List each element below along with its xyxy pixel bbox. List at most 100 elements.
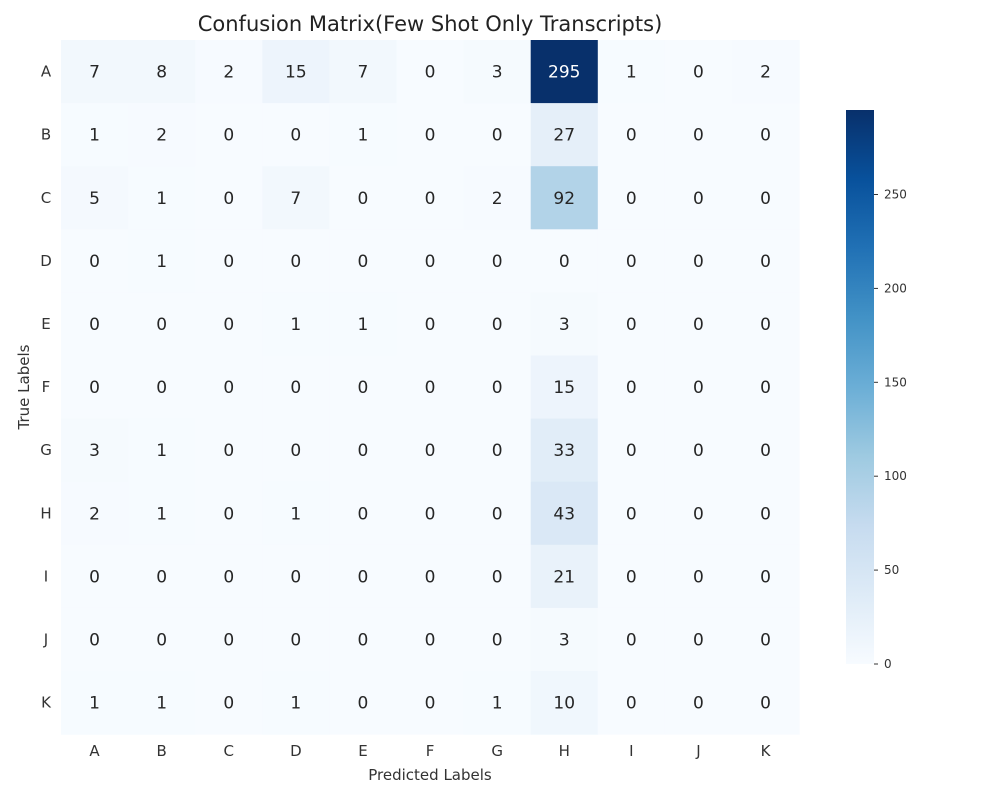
heatmap-cell bbox=[530, 166, 599, 230]
cell-value-label: 1 bbox=[156, 504, 167, 524]
cell-value-label: 1 bbox=[156, 252, 167, 272]
cell-value-label: 0 bbox=[626, 252, 637, 272]
heatmap-cell bbox=[262, 671, 330, 735]
heatmap-cell bbox=[732, 544, 800, 609]
heatmap-cell bbox=[732, 166, 800, 230]
heatmap-cell bbox=[530, 40, 599, 104]
cell-value-label: 5 bbox=[89, 189, 100, 209]
cell-value-label: 0 bbox=[693, 63, 704, 83]
x-tick-label: A bbox=[89, 742, 100, 760]
cell-value-label: 1 bbox=[626, 63, 637, 83]
cell-value-label: 0 bbox=[223, 126, 234, 146]
cell-value-label: 0 bbox=[626, 378, 637, 398]
heatmap-cell bbox=[329, 481, 398, 546]
y-tick-label: D bbox=[40, 252, 52, 270]
heatmap-cell bbox=[128, 229, 196, 293]
cell-value-label: 0 bbox=[760, 630, 771, 650]
cell-value-label: 0 bbox=[156, 315, 167, 335]
cell-value-label: 0 bbox=[760, 252, 771, 272]
cell-value-label: 0 bbox=[290, 441, 301, 461]
heatmap-cell bbox=[329, 40, 398, 104]
cell-value-label: 0 bbox=[290, 252, 301, 272]
heatmap-cell bbox=[128, 166, 196, 230]
cell-value-label: 0 bbox=[760, 694, 771, 714]
heatmap-cell bbox=[396, 355, 465, 420]
heatmap-cell bbox=[664, 292, 733, 357]
y-tick-label: E bbox=[41, 315, 50, 333]
cell-value-label: 1 bbox=[89, 694, 100, 714]
cell-value-label: 0 bbox=[358, 252, 369, 272]
heatmap-cell bbox=[664, 671, 733, 735]
heatmap-cell bbox=[732, 418, 800, 483]
heatmap-cell bbox=[262, 292, 330, 357]
y-axis-label: True Labels bbox=[15, 344, 33, 430]
heatmap-cell bbox=[597, 166, 666, 230]
heatmap-cell bbox=[128, 671, 196, 735]
heatmap-cell bbox=[732, 481, 800, 546]
heatmap-cell bbox=[329, 418, 398, 483]
heatmap-cell bbox=[463, 292, 532, 357]
cell-value-label: 0 bbox=[492, 315, 503, 335]
heatmap-cell bbox=[463, 166, 532, 230]
cell-value-label: 0 bbox=[760, 441, 771, 461]
heatmap-cell bbox=[396, 481, 465, 546]
heatmap-cell bbox=[61, 355, 129, 420]
cell-value-label: 7 bbox=[89, 63, 100, 83]
heatmap-cell bbox=[597, 103, 666, 167]
y-tick-labels: A B C D E F G H I J K bbox=[40, 63, 52, 712]
heatmap-cell bbox=[396, 292, 465, 357]
heatmap-cell bbox=[195, 481, 263, 546]
colorbar-tick-label: 100 bbox=[884, 469, 907, 483]
heatmap-cell bbox=[61, 103, 129, 167]
heatmap-cell bbox=[195, 229, 263, 293]
x-axis-label: Predicted Labels bbox=[368, 766, 492, 784]
x-tick-label: K bbox=[761, 742, 772, 760]
heatmap-cell bbox=[195, 166, 263, 230]
heatmap-cell bbox=[597, 671, 666, 735]
colorbar-tick-label: 0 bbox=[884, 657, 892, 671]
cell-value-label: 1 bbox=[290, 504, 301, 524]
cell-value-label: 0 bbox=[760, 567, 771, 587]
heatmap-cell bbox=[597, 607, 666, 672]
heatmap-cell bbox=[597, 292, 666, 357]
heatmap-cell bbox=[597, 544, 666, 609]
heatmap-cell bbox=[128, 292, 196, 357]
cell-value-label: 0 bbox=[425, 694, 436, 714]
heatmap-cell bbox=[732, 40, 800, 104]
heatmap-cell bbox=[530, 103, 599, 167]
cell-value-label: 15 bbox=[285, 63, 307, 83]
x-tick-label: F bbox=[426, 742, 435, 760]
cell-value-label: 0 bbox=[223, 252, 234, 272]
cell-value-label: 0 bbox=[693, 441, 704, 461]
heatmap-cell bbox=[262, 481, 330, 546]
cell-value-label: 0 bbox=[425, 63, 436, 83]
cell-value-label: 0 bbox=[760, 126, 771, 146]
cell-value-label: 1 bbox=[156, 694, 167, 714]
cell-value-label: 0 bbox=[425, 441, 436, 461]
heatmap-cell bbox=[463, 40, 532, 104]
colorbar bbox=[846, 110, 874, 664]
heatmap-cell bbox=[61, 418, 129, 483]
heatmap-cells: 7 8 2 15 7 0 3 295 1 0 21 2 0 0 1 0 0 27 0 0 05 1 0 7 0 0 2 92 0 0 00 1… bbox=[61, 40, 800, 735]
cell-value-label: 0 bbox=[425, 126, 436, 146]
heatmap-cell bbox=[463, 607, 532, 672]
cell-value-label: 0 bbox=[223, 630, 234, 650]
x-tick-label: D bbox=[290, 742, 302, 760]
cell-value-label: 0 bbox=[693, 504, 704, 524]
cell-value-label: 0 bbox=[559, 252, 570, 272]
heatmap-cell bbox=[732, 103, 800, 167]
heatmap-cell bbox=[61, 229, 129, 293]
heatmap-cell bbox=[262, 40, 330, 104]
heatmap-cell bbox=[597, 40, 666, 104]
heatmap-cell bbox=[396, 671, 465, 735]
heatmap-cell bbox=[396, 544, 465, 609]
cell-value-label: 0 bbox=[425, 630, 436, 650]
cell-value-label: 0 bbox=[89, 567, 100, 587]
cell-value-label: 0 bbox=[89, 378, 100, 398]
heatmap-cell bbox=[463, 671, 532, 735]
cell-value-label: 0 bbox=[425, 567, 436, 587]
heatmap-cell bbox=[128, 481, 196, 546]
heatmap-cell bbox=[262, 166, 330, 230]
heatmap-cell bbox=[195, 355, 263, 420]
